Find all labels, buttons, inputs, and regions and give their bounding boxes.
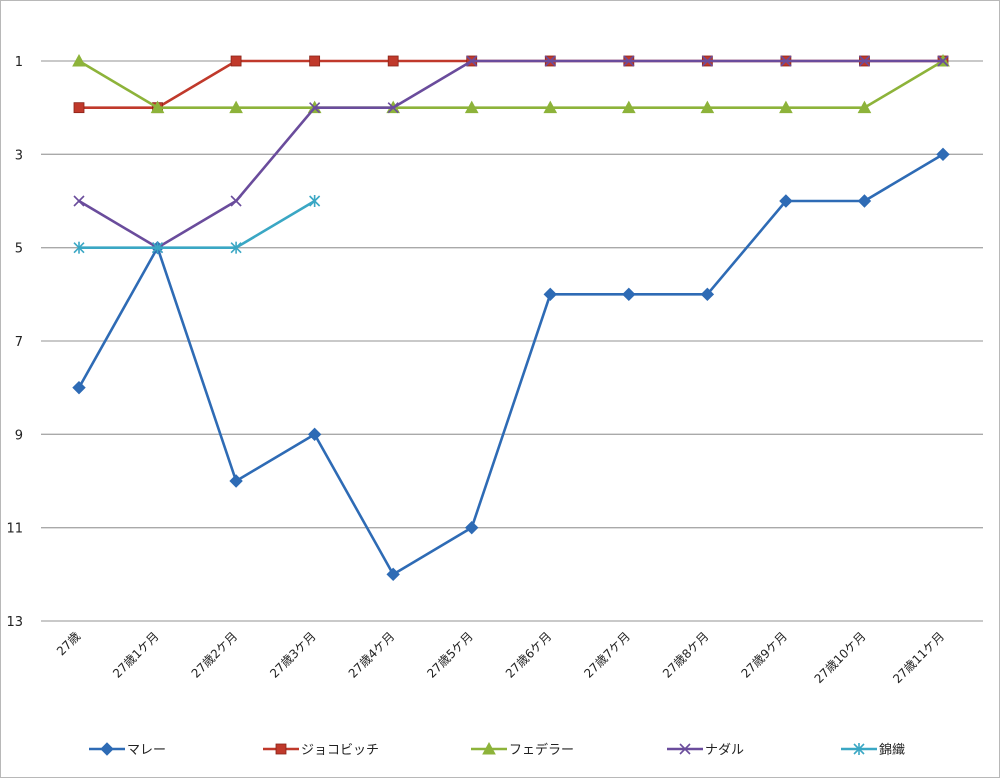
data-point: [72, 380, 86, 395]
data-point: [230, 195, 242, 207]
series-2: [72, 53, 950, 114]
legend-marker: [275, 743, 287, 755]
data-point: [543, 287, 557, 302]
data-point: [307, 427, 322, 442]
data-point: [700, 100, 715, 114]
series-1: [73, 55, 949, 114]
y-tick-label: 3: [15, 148, 23, 163]
data-point: [466, 55, 478, 67]
data-point: [230, 55, 242, 67]
legend-marker: [853, 743, 865, 755]
data-point: [72, 53, 86, 67]
legend-marker: [100, 742, 114, 756]
series-line: [79, 59, 943, 109]
data-point: [230, 241, 242, 254]
data-point: [779, 194, 793, 208]
series-line: [77, 153, 944, 576]
legend-item: 錦織: [841, 742, 905, 758]
y-tick-label: 11: [6, 522, 23, 537]
legend: マレー ジョコビッチ フェデラー ナダル 錦織: [89, 741, 905, 758]
series-line: [78, 59, 943, 249]
legend-label: ジョコビッチ: [301, 743, 379, 758]
data-point: [229, 474, 243, 488]
data-point: [387, 102, 399, 114]
data-point: [543, 100, 558, 114]
series-line: [79, 199, 316, 249]
y-tick-label: 1: [15, 55, 23, 70]
legend-marker: [482, 741, 496, 755]
y-tick-label: 13: [6, 615, 23, 630]
legend-label: ナダル: [705, 743, 744, 758]
series-4: [73, 195, 321, 254]
x-tick-label: 27歳6ケ月: [503, 629, 555, 681]
x-tick-label: 27歳4ケ月: [346, 629, 398, 681]
data-point: [780, 55, 792, 67]
x-tick-label: 27歳1ケ月: [110, 629, 162, 681]
x-tick-label: 27歳3ケ月: [267, 629, 319, 681]
legend-label: 錦織: [879, 742, 905, 758]
data-point: [779, 100, 793, 114]
data-point: [309, 102, 321, 114]
series-group: [72, 53, 950, 582]
data-point: [151, 241, 164, 254]
x-tick-label: 27歳9ケ月: [738, 629, 790, 681]
data-point: [73, 195, 85, 207]
data-point: [701, 55, 713, 67]
series-line: [78, 59, 944, 109]
x-tick-label: 27歳11ケ月: [890, 629, 947, 686]
data-point: [937, 55, 949, 67]
data-point: [857, 194, 872, 208]
data-point: [387, 55, 399, 67]
legend-label: フェデラー: [509, 742, 574, 758]
y-tick-label: 7: [15, 335, 23, 350]
data-point: [73, 241, 85, 254]
series-0: [72, 147, 950, 582]
legend-item: ナダル: [667, 743, 744, 758]
y-tick-label: 5: [15, 242, 23, 257]
data-point: [386, 567, 400, 582]
legend-item: マレー: [89, 742, 166, 758]
data-point: [622, 287, 636, 302]
data-point: [229, 100, 243, 114]
data-point: [544, 55, 556, 67]
data-point: [858, 55, 871, 67]
x-tick-label: 27歳2ケ月: [189, 629, 241, 681]
data-point: [73, 102, 85, 114]
x-tick-label: 27歳5ケ月: [424, 629, 476, 681]
legend-item: フェデラー: [471, 741, 574, 758]
data-point: [150, 100, 165, 114]
gridlines: [41, 60, 983, 622]
data-point: [465, 520, 479, 535]
x-tick-label: 27歳: [54, 629, 83, 658]
legend-marker: [679, 743, 691, 755]
series-3: [73, 55, 949, 254]
x-axis-ticks: 27歳 27歳1ケ月 27歳2ケ月 27歳3ケ月 27歳4ケ月 27歳5ケ月 27歳6ケ月 2…: [54, 629, 947, 686]
y-tick-label: 9: [15, 428, 23, 443]
legend-item: ジョコビッチ: [263, 743, 379, 758]
data-point: [621, 100, 636, 114]
x-tick-label: 27歳10ケ月: [812, 629, 869, 686]
data-point: [700, 287, 715, 302]
x-tick-label: 27歳8ケ月: [660, 629, 712, 681]
legend-label: マレー: [127, 743, 166, 758]
x-tick-label: 27歳7ケ月: [581, 629, 633, 681]
data-point: [623, 55, 635, 67]
data-point: [857, 100, 872, 114]
data-point: [464, 100, 479, 114]
data-point: [309, 55, 321, 67]
data-point: [936, 147, 950, 162]
data-point: [309, 195, 321, 207]
